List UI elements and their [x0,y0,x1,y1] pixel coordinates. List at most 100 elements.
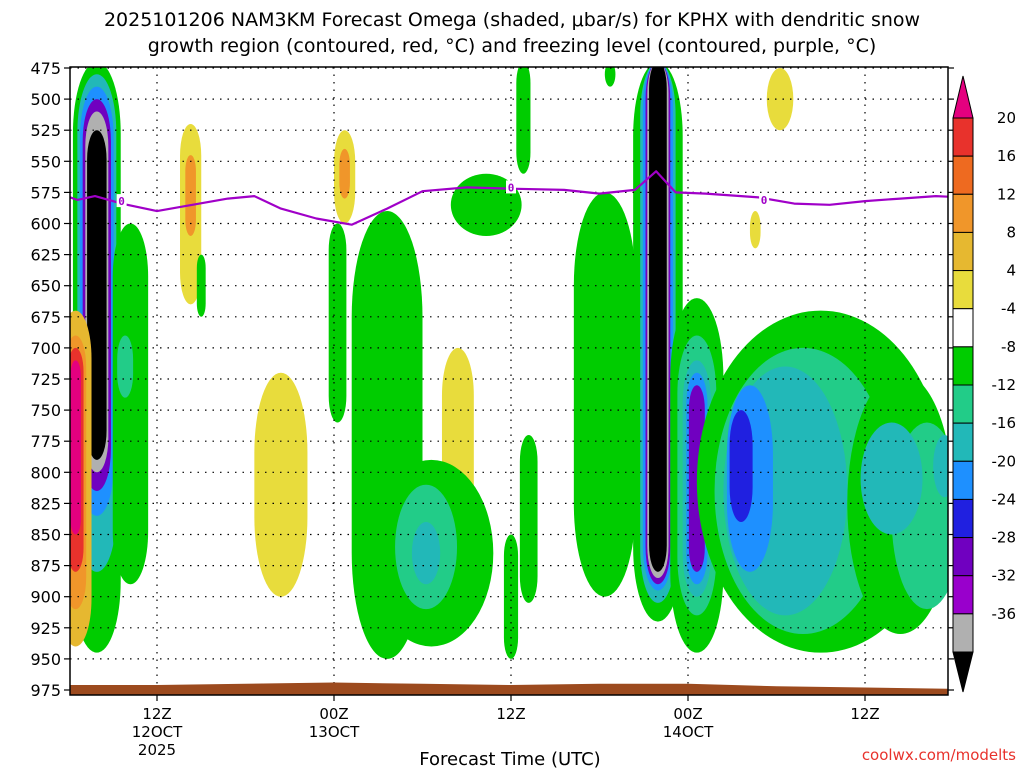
y-tick-label-550: 550 [30,152,61,171]
omega-cell-32 [503,534,519,659]
y-tick-label-975: 975 [30,681,61,700]
y-tick-label-650: 650 [30,277,61,296]
colorbar-box-0 [952,117,974,157]
omega-cell-42 [649,67,667,572]
y-tick-label-925: 925 [30,619,61,638]
colorbar-box-5 [952,308,974,348]
x-tick-label-0: 12Z [142,705,171,723]
omega-cell-31 [328,223,347,423]
omega-cell-61 [604,67,616,87]
omega-cell-12 [87,130,107,460]
colorbar-box-4 [952,270,974,310]
colorbar-label-13: -36 [992,605,1017,623]
x-axis-title: Forecast Time (UTC) [419,749,600,768]
colorbar-label-6: -8 [1001,338,1016,356]
x-tick-date-0: 12OCT [132,723,183,741]
omega-cell-57 [0,435,15,547]
freezing-level-label-bg-1 [506,180,516,194]
colorbar-box-13 [952,613,974,653]
omega-cell-4 [30,211,53,578]
omega-cell-58 [112,223,149,585]
omega-cell-16 [70,360,81,535]
colorbar-box-2 [952,193,974,233]
x-tick-date-30: 14OCT [663,723,714,741]
omega-cell-30 [411,522,441,585]
freezing-level-line [70,170,948,226]
omega-cell-36 [573,192,636,597]
y-tick-label-725: 725 [30,370,61,389]
y-tick-label-800: 800 [30,463,61,482]
colorbar-label-11: -28 [992,529,1017,547]
plot-frame [69,66,949,696]
colorbar-label-1: 16 [997,147,1016,165]
colorbar-arrow-bottom [952,651,974,693]
y-tick-label-775: 775 [30,432,61,451]
colorbar-box-11 [952,537,974,577]
y-tick-label-700: 700 [30,339,61,358]
chart-title-line1: 2025101206 NAM3KM Forecast Omega (shaded… [104,9,920,31]
colorbar-box-9 [952,460,974,500]
freezing-level-label-bg-2 [759,192,770,206]
x-tick-year-0: 2025 [138,741,176,759]
omega-cell-1 [22,174,61,622]
y-tick-label-950: 950 [30,650,61,669]
chart-title-line2: growth region (contoured, red, °C) and f… [148,35,877,57]
freezing-level-label-bg-0 [116,194,127,208]
colorbar-label-10: -24 [992,490,1017,508]
y-tick-label-625: 625 [30,246,61,265]
omega-cell-25 [766,68,794,131]
colorbar-arrow-top [952,75,974,119]
freezing-level-label-2: 0 [761,194,768,207]
colorbar-label-8: -16 [992,414,1017,432]
y-tick-label-750: 750 [30,401,61,420]
plot-area: 0 0 0 [0,66,949,696]
colorbar-label-0: 20 [997,109,1016,127]
colorbar-label-9: -20 [992,452,1017,470]
omega-cell-23 [254,372,308,597]
omega-cell-59 [117,335,134,398]
colorbar-box-7 [952,384,974,424]
y-tick-label-900: 900 [30,588,61,607]
omega-cell-24 [749,211,761,249]
colorbar-label-5: -4 [1001,300,1016,318]
y-tick-label-575: 575 [30,183,61,202]
colorbar-box-1 [952,155,974,195]
y-tick-label-525: 525 [30,121,61,140]
freezing-level-label-0: 0 [118,195,125,208]
colorbar: 20 16 12 8 4 -4 -8 -12 -16 -20 -24 -28 -32 -36 [952,75,1017,693]
omega-cell-60 [196,254,206,317]
colorbar-box-6 [952,346,974,386]
omega-cell-55 [860,422,923,535]
colorbar-label-12: -32 [992,567,1017,585]
colorbar-label-7: -12 [992,376,1017,394]
y-tick-label-475: 475 [30,59,61,78]
credit-text[interactable]: coolwx.com/modelts [862,746,1016,764]
y-tick-label-825: 825 [30,494,61,513]
x-tick-label-30: 00Z [673,705,702,723]
colorbar-label-4: 4 [1006,262,1016,280]
y-axis: 475 500 525 550 575 600 625 650 675 700 725 750 775 8… [30,59,954,700]
colorbar-label-3: 8 [1006,223,1016,241]
freezing-level-label-1: 0 [508,181,515,194]
colorbar-box-8 [952,422,974,462]
colorbar-box-12 [952,575,974,615]
x-tick-label-20: 12Z [496,705,525,723]
y-tick-label-500: 500 [30,90,61,109]
colorbar-box-10 [952,498,974,539]
x-tick-label-40: 12Z [850,705,879,723]
x-tick-date-10: 13OCT [309,723,360,741]
terrain [70,682,948,695]
omega-cell-47 [688,385,705,572]
omega-cell-20 [339,148,350,199]
omega-cell-33 [519,434,538,603]
y-tick-label-675: 675 [30,308,61,327]
omega-cell-34 [516,67,531,174]
omega-cell-52 [729,410,753,523]
y-tick-label-600: 600 [30,215,61,234]
y-tick-label-875: 875 [30,557,61,576]
colorbar-label-2: 12 [997,185,1016,203]
omega-cell-56 [933,434,948,498]
omega-cell-18 [185,155,196,236]
